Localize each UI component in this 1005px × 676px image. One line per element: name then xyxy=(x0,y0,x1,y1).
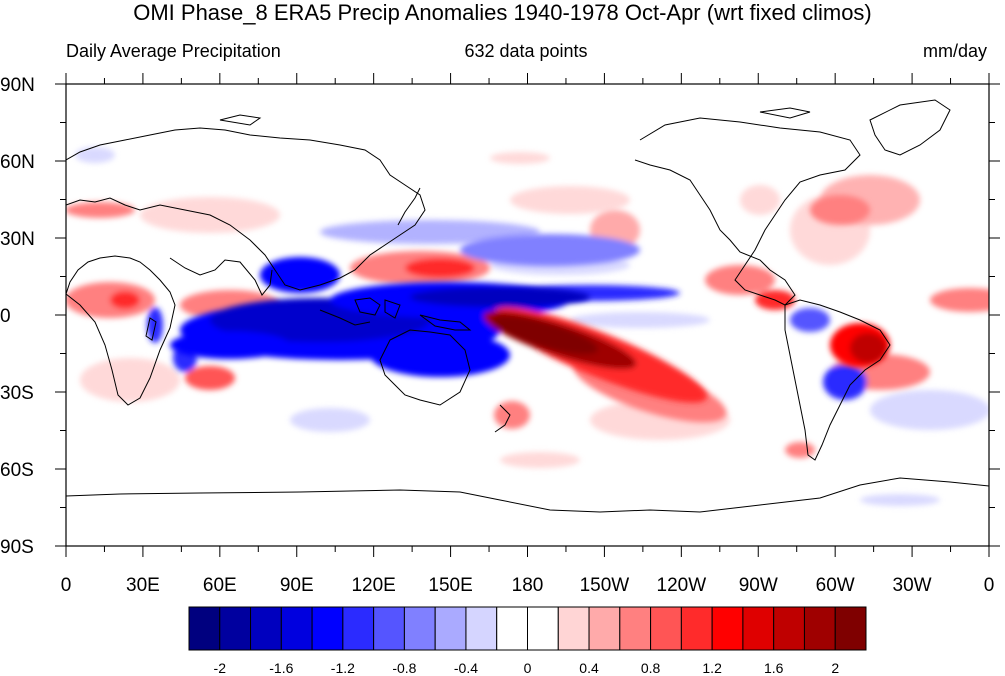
colorbar-tick-label: -0.4 xyxy=(454,660,478,676)
lat-label: 90N xyxy=(0,75,35,96)
lat-label: 30S xyxy=(0,383,34,404)
lon-label: 150W xyxy=(580,575,630,596)
lat-label: 90S xyxy=(0,537,34,558)
colorbar-tick-label: 1.2 xyxy=(702,660,722,676)
colorbar-tick-label: 2 xyxy=(831,660,839,676)
colorbar-swatch xyxy=(311,606,344,651)
colorbar-swatch xyxy=(280,606,313,651)
axis-ticks xyxy=(55,73,1000,557)
colorbar-swatch xyxy=(711,606,744,651)
anomaly-field xyxy=(66,147,989,506)
colorbar-swatch xyxy=(803,606,836,651)
colorbar-labels: -2 -1.6 -1.2 -0.8 -0.4 0 0.4 0.8 1.2 1.6 2 xyxy=(214,660,840,676)
lon-label: 120W xyxy=(657,575,707,596)
colorbar-tick-label: 0 xyxy=(524,660,532,676)
coastlines xyxy=(66,99,989,513)
colorbar-tick-label: -2 xyxy=(214,660,227,676)
longitude-labels: 0 30E 60E 90E 120E 150E 180 150W 120W 90W 60W 30W 0 xyxy=(61,575,995,596)
colorbar-swatch xyxy=(650,606,682,651)
units-label: mm/day xyxy=(922,41,987,61)
colorbar xyxy=(188,606,867,651)
colorbar-swatch xyxy=(342,606,375,651)
colorbar-swatch xyxy=(496,606,528,651)
colorbar-swatch xyxy=(527,606,559,651)
colorbar-swatch xyxy=(619,606,652,651)
colorbar-tick-label: 0.4 xyxy=(579,660,599,676)
lon-label: 0 xyxy=(61,575,72,596)
lat-label: 0 xyxy=(0,306,11,327)
lat-label: 60S xyxy=(0,460,34,481)
lon-label: 60W xyxy=(816,575,855,596)
colorbar-swatch xyxy=(465,606,498,651)
lon-label: 120E xyxy=(351,575,395,596)
lon-label: 30E xyxy=(126,575,160,596)
colorbar-swatch xyxy=(742,606,775,651)
lon-label: 30W xyxy=(893,575,932,596)
colorbar-swatch xyxy=(403,606,436,651)
colorbar-swatch xyxy=(557,606,590,651)
colorbar-swatch xyxy=(680,606,713,651)
colorbar-tick-label: -1.2 xyxy=(331,660,355,676)
colorbar-swatch xyxy=(434,606,467,651)
colorbar-tick-label: 0.8 xyxy=(641,660,661,676)
colorbar-swatch xyxy=(834,606,867,651)
colorbar-swatch xyxy=(250,606,282,651)
colorbar-swatch xyxy=(188,606,221,651)
latitude-labels: 90N 60N 30N 0 30S 60S 90S xyxy=(0,75,35,558)
colorbar-swatch xyxy=(588,606,621,651)
lon-label: 60E xyxy=(203,575,237,596)
lon-label: 150E xyxy=(428,575,472,596)
colorbar-swatch xyxy=(373,606,405,651)
colorbar-tick-label: -0.8 xyxy=(392,660,416,676)
lat-label: 60N xyxy=(0,152,35,173)
lon-label: 0 xyxy=(984,575,995,596)
map-title: OMI Phase_8 ERA5 Precip Anomalies 1940-1… xyxy=(133,0,872,25)
colorbar-tick-label: -1.6 xyxy=(269,660,293,676)
lat-label: 30N xyxy=(0,229,35,250)
variable-label: Daily Average Precipitation xyxy=(66,41,281,61)
colorbar-swatch xyxy=(219,606,252,651)
data-points-label: 632 data points xyxy=(464,41,588,61)
lon-label: 90W xyxy=(739,575,778,596)
colorbar-tick-label: 1.6 xyxy=(764,660,784,676)
lon-label: 90E xyxy=(280,575,314,596)
colorbar-swatch xyxy=(773,606,805,651)
lon-label: 180 xyxy=(512,575,544,596)
